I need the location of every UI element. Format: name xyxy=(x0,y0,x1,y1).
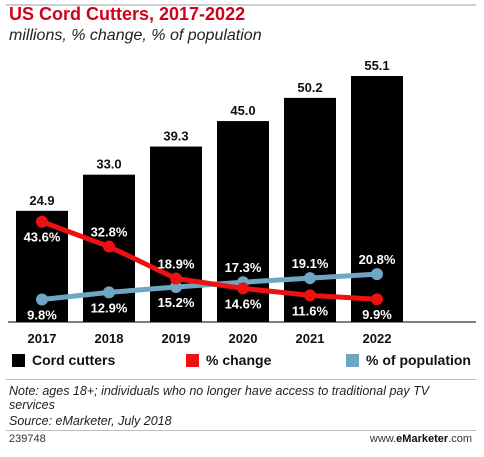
x-tick-label: 2021 xyxy=(296,331,325,346)
change-label: 9.9% xyxy=(362,307,392,322)
source-line: Source: eMarketer, July 2018 xyxy=(9,414,172,428)
population-label: 19.1% xyxy=(292,256,329,271)
legend-swatch-black xyxy=(12,353,25,367)
bar-value-label: 39.3 xyxy=(163,129,188,144)
population-point xyxy=(371,268,383,281)
legend-label: % of population xyxy=(366,352,471,368)
population-point xyxy=(36,293,48,306)
change-point xyxy=(237,282,249,295)
population-point xyxy=(304,272,316,285)
top-rule xyxy=(6,4,476,6)
chart-subtitle: millions, % change, % of population xyxy=(9,27,262,44)
bar-value-label: 33.0 xyxy=(96,157,121,172)
x-tick-label: 2020 xyxy=(229,331,258,346)
population-point xyxy=(170,281,182,294)
brand-prefix: www. xyxy=(369,433,397,445)
bar-value-label: 45.0 xyxy=(230,103,255,118)
population-label: 9.8% xyxy=(27,307,57,322)
legend-label: % change xyxy=(206,352,272,368)
footer-divider xyxy=(6,379,476,380)
x-tick-label: 2017 xyxy=(28,331,57,346)
bar-value-label: 55.1 xyxy=(364,58,389,73)
chart-title: US Cord Cutters, 2017-2022 xyxy=(9,4,246,24)
legend-item-cord-cutters: Cord cutters xyxy=(12,352,115,368)
legend-item-percent-population: % of population xyxy=(346,352,471,368)
chart-area: 24.9 33.0 39.3 45.0 50.2 55.1 2017 2018 2019 2020… xyxy=(8,58,476,346)
change-label: 11.6% xyxy=(292,303,329,318)
bar-value-label: 50.2 xyxy=(297,80,322,95)
x-tick-label: 2019 xyxy=(162,331,191,346)
population-label: 12.9% xyxy=(91,300,128,315)
brand-suffix: .com xyxy=(448,433,472,445)
bar-2022 xyxy=(351,76,403,322)
change-point xyxy=(36,215,48,228)
chart-id: 239748 xyxy=(9,433,46,445)
footnote: Note: ages 18+; individuals who no longe… xyxy=(9,384,430,412)
change-label: 43.6% xyxy=(24,230,61,245)
change-point xyxy=(103,240,115,253)
change-point xyxy=(304,289,316,302)
brand-name: eMarketer xyxy=(396,433,449,445)
change-line xyxy=(39,219,380,302)
x-tick-label: 2018 xyxy=(95,331,124,346)
x-tick-label: 2022 xyxy=(363,331,392,346)
change-point xyxy=(170,272,182,285)
change-label: 14.6% xyxy=(225,296,262,311)
population-label: 17.3% xyxy=(225,260,262,275)
bar-value-label: 24.9 xyxy=(29,193,54,208)
population-label: 20.8% xyxy=(359,252,396,267)
change-point xyxy=(371,293,383,306)
change-label: 18.9% xyxy=(158,257,195,272)
footer-divider-bottom xyxy=(6,430,476,431)
population-label: 15.2% xyxy=(158,295,195,310)
legend: Cord cutters % change % of population xyxy=(0,352,484,372)
population-point xyxy=(103,286,115,299)
bar-2021 xyxy=(284,97,336,322)
legend-label: Cord cutters xyxy=(32,352,116,368)
brand-link[interactable]: www.eMarketer.com xyxy=(370,433,472,445)
legend-item-percent-change: % change xyxy=(186,352,271,368)
change-label: 32.8% xyxy=(91,225,128,240)
legend-swatch-blue xyxy=(346,353,359,367)
legend-swatch-red xyxy=(186,353,199,367)
